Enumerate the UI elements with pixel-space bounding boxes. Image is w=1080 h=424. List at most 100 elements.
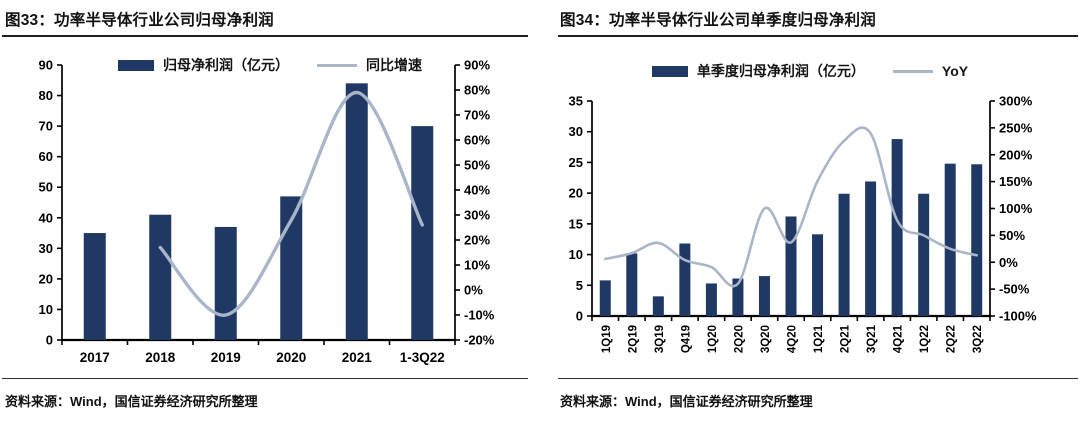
bar-4Q21 — [891, 139, 903, 316]
right-axis-tick-label: 80% — [464, 83, 490, 98]
x-axis-label: 2019 — [211, 350, 241, 365]
right-axis-tick-label: -10% — [464, 308, 495, 323]
title-underline — [2, 35, 528, 37]
x-axis-label: 3Q22 — [972, 325, 984, 353]
figure-34-source: 资料来源：Wind，国信证券经济研究所整理 — [560, 394, 813, 409]
bar-2Q21 — [838, 193, 850, 316]
x-axis-label: 2017 — [80, 350, 110, 365]
bar-2Q22 — [944, 163, 956, 316]
x-axis-label: 2Q21 — [840, 324, 852, 353]
figure-34-legend: 单季度归母净利润（亿元） YoY — [570, 61, 1050, 81]
figure-33-legend: 归母净利润（亿元） 同比增速 — [30, 55, 510, 75]
source-divider — [558, 378, 1078, 379]
left-axis-tick-label: 30 — [39, 241, 53, 256]
legend-bar-label: 单季度归母净利润（亿元） — [696, 63, 865, 79]
left-axis-tick-label: 40 — [39, 210, 53, 225]
left-axis-tick-label: 5 — [576, 278, 583, 293]
left-axis-tick-label: 0 — [46, 333, 53, 348]
annual-net-profit-chart: 0 10 20 30 40 50 60 70 80 90 -20% -10% 0% 10% 20% 30% 40… — [39, 58, 495, 366]
bar-1Q21 — [812, 234, 824, 316]
right-axis-tick-label: 0% — [999, 255, 1018, 270]
right-axis-tick-label: 60% — [464, 133, 490, 148]
bar-swatch-icon — [651, 65, 688, 77]
legend-item-bar: 单季度归母净利润（亿元） — [651, 61, 865, 81]
bar-2Q20 — [732, 278, 744, 316]
x-axis-label: 3Q20 — [760, 325, 772, 353]
figure-33-source: 资料来源：Wind，国信证券经济研究所整理 — [5, 394, 258, 409]
x-axis-label: 2Q22 — [946, 325, 958, 353]
right-axis-tick-label: 50% — [999, 228, 1025, 243]
right-axis-tick-label: -50% — [999, 282, 1030, 297]
legend-item-bar: 归母净利润（亿元） — [118, 55, 289, 75]
line-swatch-icon — [317, 63, 357, 67]
right-axis-tick-label: 40% — [464, 183, 490, 198]
left-axis-tick-label: 10 — [39, 302, 53, 317]
right-axis-tick-label: 50% — [464, 158, 490, 173]
yoy-line — [604, 126, 978, 288]
x-axis-label: 2Q20 — [733, 325, 745, 353]
left-axis-tick-label: 80 — [39, 88, 53, 103]
right-axis-tick-label: 150% — [999, 174, 1033, 189]
bar-3Q19 — [652, 296, 664, 316]
right-axis-tick-label: 300% — [999, 94, 1033, 109]
bar-2018 — [149, 214, 172, 340]
x-axis-label: 1Q21 — [813, 324, 825, 353]
right-axis-tick-label: 20% — [464, 233, 490, 248]
left-axis-tick-label: 90 — [39, 58, 53, 73]
bar-3Q20 — [758, 276, 770, 316]
x-axis-label: 1Q20 — [707, 325, 719, 353]
left-axis-tick-label: 30 — [569, 124, 583, 139]
bar-2019 — [214, 226, 237, 340]
legend-item-line: 同比增速 — [317, 55, 422, 75]
bar-3Q21 — [865, 181, 877, 316]
right-axis-tick-label: 100% — [999, 201, 1033, 216]
figure-34-panel: 图34：功率半导体行业公司单季度归母净利润 单季度归母净利润（亿元） YoY 0… — [540, 0, 1080, 424]
bar-1Q19 — [599, 280, 611, 316]
bar-1Q20 — [705, 283, 717, 316]
left-axis-tick-label: 0 — [576, 309, 583, 324]
left-axis-tick-label: 10 — [569, 247, 583, 262]
legend-bar-label: 归母净利润（亿元） — [163, 57, 289, 73]
x-axis-label: 4Q21 — [893, 324, 905, 353]
x-axis-label: Q419 — [680, 325, 692, 353]
yoy-line — [158, 90, 424, 317]
bar-Q419 — [679, 243, 691, 316]
left-axis-tick-label: 20 — [569, 186, 583, 201]
line-swatch-icon — [892, 69, 933, 73]
x-axis-label: 2018 — [145, 350, 176, 365]
figure-34-title: 图34：功率半导体行业公司单季度归母净利润 — [560, 12, 876, 29]
figure-33-panel: 图33：功率半导体行业公司归母净利润 归母净利润（亿元） 同比增速 0 10 20 3… — [2, 12, 528, 409]
x-axis-label: 4Q20 — [787, 325, 799, 353]
right-axis-tick-label: 70% — [464, 108, 490, 123]
left-axis-tick-label: 15 — [569, 216, 583, 231]
left-axis-tick-label: 50 — [39, 180, 53, 195]
x-axis-label: 2021 — [342, 350, 373, 365]
bar-4Q20 — [785, 216, 797, 316]
legend-line-label: YoY — [941, 63, 969, 79]
right-axis-tick-label: 10% — [464, 258, 490, 273]
left-axis-tick-label: 60 — [39, 149, 53, 164]
right-axis-tick-label: 0% — [464, 283, 483, 298]
left-axis-tick-label: 35 — [569, 94, 583, 109]
right-axis-tick-label: -100% — [999, 309, 1037, 324]
legend-line-label: 同比增速 — [366, 57, 422, 73]
right-axis-tick-label: 200% — [999, 147, 1033, 162]
x-axis-label: 1-3Q22 — [400, 350, 445, 365]
x-axis-label: 2Q19 — [627, 325, 639, 353]
figure-33-title: 图33：功率半导体行业公司归母净利润 — [5, 12, 274, 29]
title-underline — [558, 35, 1078, 37]
right-axis-tick-label: 90% — [464, 58, 490, 73]
x-axis-label: 1Q22 — [919, 325, 931, 353]
x-axis-label: 3Q21 — [866, 324, 878, 353]
right-axis-tick-label: 250% — [999, 120, 1033, 135]
right-axis-tick-label: 30% — [464, 208, 490, 223]
bar-swatch-icon — [118, 59, 154, 71]
bar-3Q22 — [971, 164, 983, 316]
left-axis-tick-label: 70 — [39, 119, 53, 134]
bar-1-3Q22 — [411, 126, 434, 340]
x-axis-label: 3Q19 — [654, 325, 666, 353]
bar-2021 — [345, 83, 368, 340]
left-axis-tick-label: 25 — [569, 155, 583, 170]
bar-2Q19 — [626, 253, 638, 316]
